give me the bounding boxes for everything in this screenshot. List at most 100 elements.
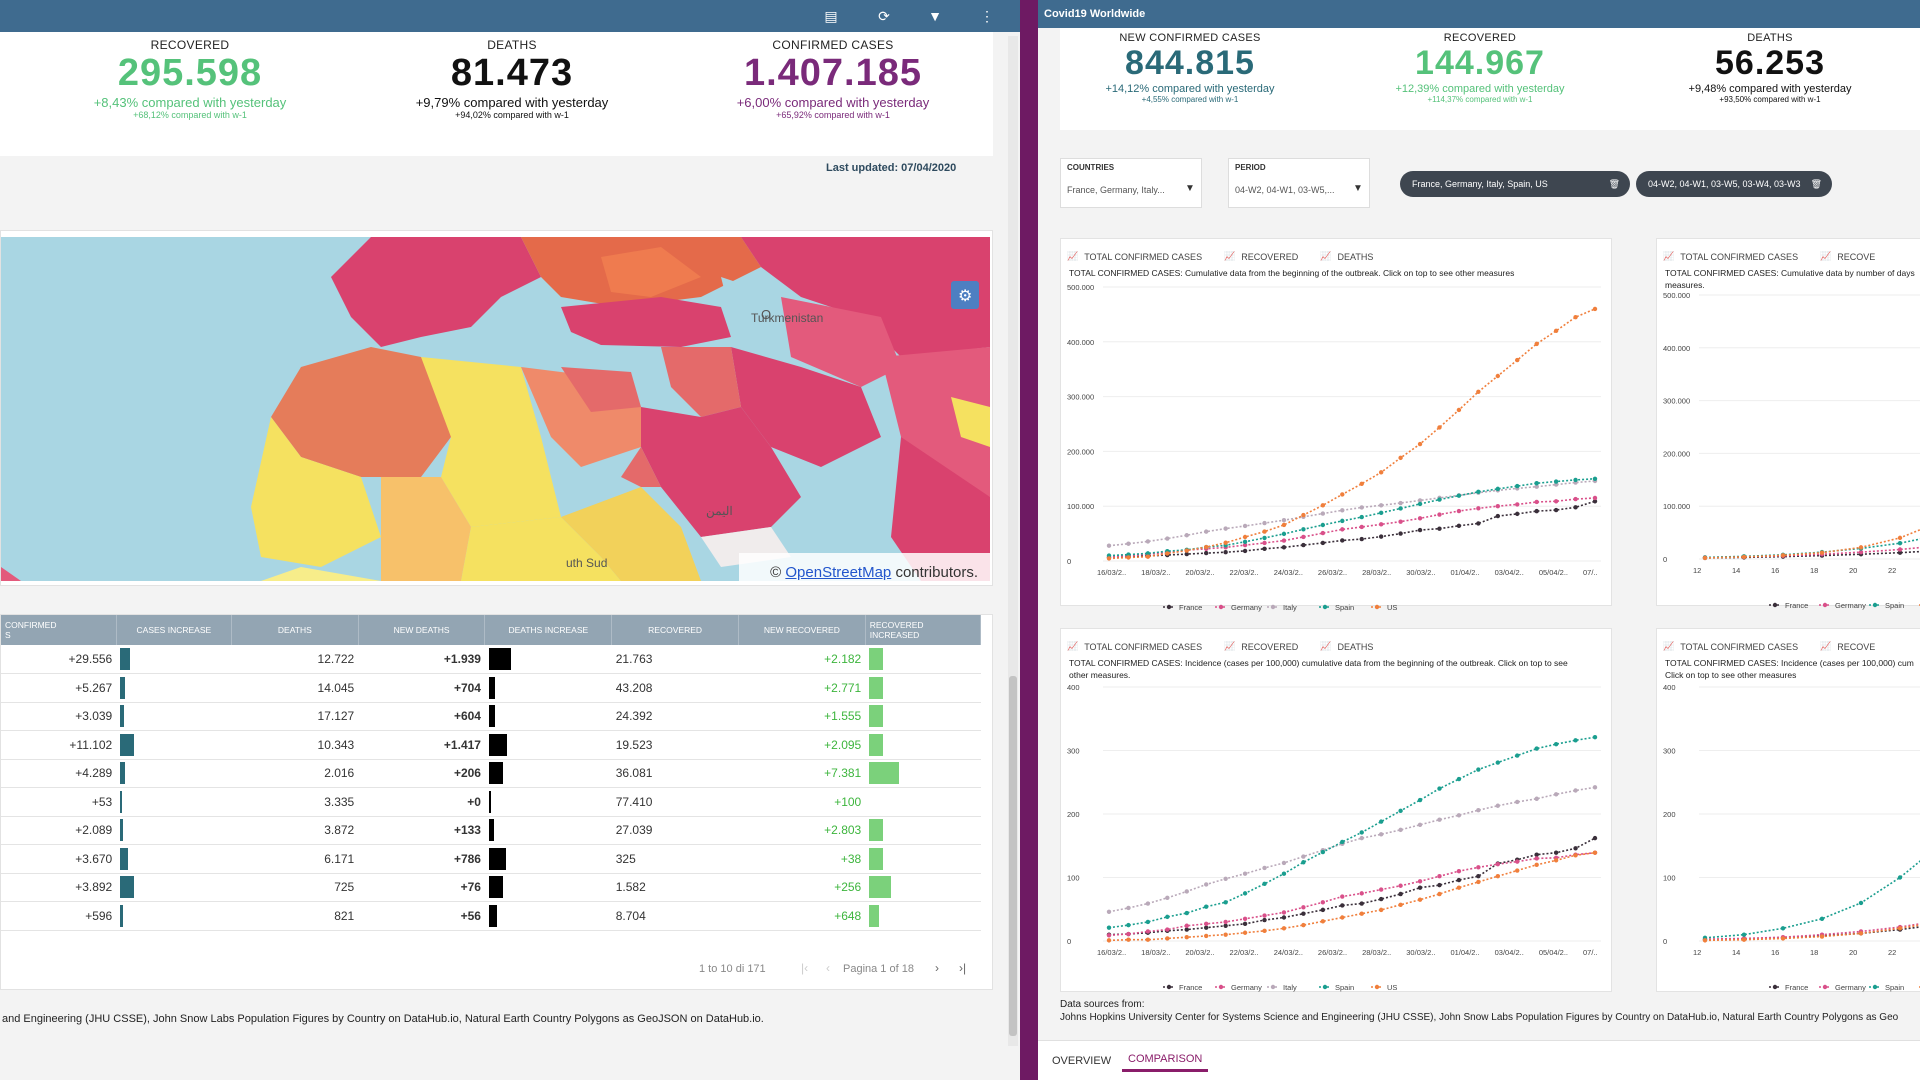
legend-marker (1218, 984, 1224, 990)
tab-deaths[interactable]: 📈 DEATHS (1320, 641, 1373, 652)
refresh-icon[interactable]: ⟳ (878, 7, 890, 24)
last-page-button[interactable]: ›| (959, 961, 967, 975)
data-point (1126, 555, 1131, 560)
tab-recovered[interactable]: 📈 RECOVE (1820, 251, 1875, 262)
data-point (1320, 522, 1326, 528)
more-icon[interactable]: ⋮ (980, 7, 994, 24)
data-point (1301, 542, 1306, 548)
next-page-button[interactable]: › (935, 961, 939, 975)
column-header[interactable]: NEW RECOVERED (738, 615, 866, 645)
table-row[interactable]: +3.670 6.171 +786 325 +38 (1, 844, 981, 874)
prev-page-button[interactable]: ‹ (826, 961, 830, 975)
chart-card-by-days: 📈 TOTAL CONFIRMED CASES 📈 RECOVE TOTAL CON… (1656, 238, 1920, 610)
trash-icon[interactable]: 🗑 (1608, 179, 1620, 189)
data-point (1476, 879, 1481, 885)
data-point (1359, 891, 1364, 896)
cell-confirmed: +11.102 (1, 730, 117, 760)
column-header[interactable]: DEATHS INCREASE (484, 615, 613, 645)
table-row[interactable]: +53 3.335 +0 77.410 +100 (1, 787, 981, 817)
period-chip[interactable]: 04-W2, 04-W1, 03-W5, 03-W4, 03-W3 🗑 (1636, 171, 1832, 197)
data-point (1281, 518, 1287, 523)
table-row[interactable]: +11.102 10.343 +1.417 19.523 +2.095 (1, 730, 981, 760)
x-tick-label: 14 (1732, 566, 1740, 575)
period-filter[interactable]: PERIOD 04-W2, 04-W1, 03-W5,... ▼ (1228, 158, 1370, 208)
column-header[interactable]: CASES INCREASE (116, 615, 232, 645)
data-point (1378, 503, 1384, 508)
data-point (1897, 547, 1903, 552)
countries-filter[interactable]: COUNTRIES France, Germany, Italy... ▼ (1060, 158, 1202, 208)
column-header[interactable]: CONFIRMED S (1, 615, 117, 645)
table-row[interactable]: +4.289 2.016 +206 36.081 +7.381 (1, 759, 981, 788)
tab-overview[interactable]: OVERVIEW (1052, 1055, 1112, 1067)
countries-chip[interactable]: France, Germany, Italy, Spain, US 🗑 (1400, 171, 1630, 197)
table-row[interactable]: +3.892 725 +76 1.582 +256 (1, 873, 981, 902)
data-point (1456, 508, 1462, 514)
cell-new-deaths: +76 (358, 873, 485, 902)
tab-label: RECOVERED (1241, 251, 1299, 262)
chart-icon: 📈 (1663, 641, 1675, 651)
column-header[interactable]: NEW DEATHS (358, 615, 486, 645)
data-point (1242, 548, 1248, 554)
table-row[interactable]: +3.039 17.127 +604 24.392 +1.555 (1, 702, 981, 731)
data-point (1242, 534, 1248, 540)
left-window: ▤ ⟳ ▼ ⋮ RECOVERED 295.598 +8,43% compare… (0, 0, 1020, 1080)
chart-description-a: TOTAL CONFIRMED CASES: Cumulative data b… (1665, 268, 1915, 278)
gear-icon: ⚙ (958, 288, 972, 305)
cell-recovered: 36.081 (611, 759, 739, 788)
data-point (1340, 915, 1345, 920)
recovered-increase-bar (869, 676, 884, 699)
data-table: CONFIRMED S CASES INCREASE DEATHS NEW DEATH… (1, 615, 982, 931)
first-page-button[interactable]: |‹ (801, 961, 809, 975)
map-attribution: © OpenStreetMap contributors. (770, 564, 978, 581)
tab-total-confirmed[interactable]: 📈 TOTAL CONFIRMED CASES (1067, 641, 1202, 652)
kpi-label: DEATHS (487, 38, 537, 52)
map-settings-button[interactable] (951, 281, 979, 309)
data-point (1106, 938, 1112, 943)
data-point (1515, 753, 1520, 758)
chart-description-a: TOTAL CONFIRMED CASES: Incidence (cases … (1665, 658, 1914, 668)
table-row[interactable]: +596 821 +56 8.704 +648 (1, 901, 981, 931)
table-row[interactable]: +2.089 3.872 +133 27.039 +2.803 (1, 816, 981, 845)
data-point (1741, 932, 1747, 937)
y-tick-label: 100.000 (1067, 502, 1094, 511)
data-point (1242, 916, 1248, 921)
legend-label: France (1785, 601, 1808, 610)
table-row[interactable]: +5.267 14.045 +704 43.208 +2.771 (1, 673, 981, 703)
data-point (1281, 915, 1287, 920)
tab-recovered[interactable]: 📈 RECOVERED (1224, 251, 1298, 262)
data-point (1378, 819, 1384, 824)
left-scrollbar[interactable] (1008, 36, 1018, 1046)
data-point (1320, 530, 1326, 536)
tab-total-confirmed[interactable]: 📈 TOTAL CONFIRMED CASES (1663, 251, 1798, 262)
data-point (1592, 499, 1598, 504)
world-map[interactable]: O Turkmenistan اليمن uth Sud ⚙ (1, 237, 990, 581)
data-point (1515, 483, 1520, 489)
tab-total-confirmed[interactable]: 📈 TOTAL CONFIRMED CASES (1663, 641, 1798, 652)
tab-recovered[interactable]: 📈 RECOVE (1820, 641, 1875, 652)
tab-deaths[interactable]: 📈 DEATHS (1320, 251, 1373, 262)
column-header[interactable]: RECOVERED INCREASED (865, 615, 982, 645)
trash-icon[interactable]: 🗑 (1810, 179, 1822, 189)
bookmark-icon[interactable]: ▤ (824, 7, 838, 24)
legend-label: Spain (1885, 601, 1904, 610)
data-point (1417, 527, 1423, 533)
tab-recovered[interactable]: 📈 RECOVERED (1224, 641, 1298, 652)
tab-comparison[interactable]: COMPARISON (1122, 1049, 1209, 1072)
filter-icon[interactable]: ▼ (928, 8, 942, 24)
series-line (1108, 837, 1596, 936)
table-row[interactable]: +29.556 12.722 +1.939 21.763 +2.182 (1, 645, 981, 674)
period-filter-value: 04-W2, 04-W1, 03-W5,... (1235, 185, 1335, 195)
tab-total-confirmed[interactable]: 📈 TOTAL CONFIRMED CASES (1067, 251, 1202, 262)
column-header[interactable]: RECOVERED (611, 615, 739, 645)
column-header[interactable]: DEATHS (231, 615, 359, 645)
openstreetmap-link[interactable]: OpenStreetMap (785, 564, 892, 581)
deaths-increase-bar (488, 705, 495, 728)
legend-marker (1872, 984, 1878, 990)
line-chart-by-days: 500.000 400.000 300.000 200.000 100.000 0 12 14… (1663, 291, 1920, 610)
tab-label: RECOVE (1837, 641, 1876, 652)
data-point (1534, 481, 1539, 486)
cell-cases-increase (116, 873, 232, 902)
data-point (1592, 306, 1598, 312)
data-point (1301, 860, 1306, 865)
scroll-thumb[interactable] (1009, 676, 1017, 1036)
